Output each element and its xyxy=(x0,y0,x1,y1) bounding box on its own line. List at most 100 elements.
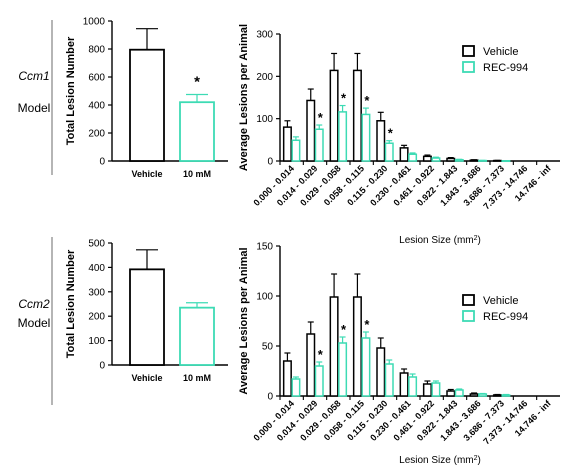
y-tick-label: 100 xyxy=(88,336,105,347)
bar-vehicle xyxy=(329,296,339,397)
error-bar xyxy=(339,336,346,343)
y-tick-label: 200 xyxy=(88,312,105,323)
error-bar xyxy=(354,52,361,71)
bar-rec-994 xyxy=(408,376,418,397)
legend-swatch-rec-994 xyxy=(462,310,475,322)
legend: Vehicle REC-994 xyxy=(462,294,528,323)
bar-vehicle xyxy=(422,383,432,397)
superscript: 2 xyxy=(474,235,478,242)
y-axis-label: Average Lesions per Animal xyxy=(238,247,250,394)
error-bar xyxy=(331,273,338,297)
error-bar xyxy=(447,157,454,159)
error-bar xyxy=(354,273,361,297)
total-lesion-chart: 0 200 400 600 800 1000 Total Lesion Number Vehi… xyxy=(65,17,228,179)
y-tick-label: 400 xyxy=(88,263,105,274)
error-bar xyxy=(377,337,384,348)
y-tick-label: 0 xyxy=(267,157,273,168)
legend-label: Vehicle xyxy=(483,295,518,307)
bar-rec-994 xyxy=(384,142,394,162)
y-tick-label: 200 xyxy=(88,129,105,140)
x-tick-label: 10 mM xyxy=(183,373,211,383)
y-tick-label: 300 xyxy=(88,287,105,298)
y-tick-label: 0 xyxy=(99,361,105,372)
error-bar xyxy=(186,302,208,308)
error-bar xyxy=(316,361,323,366)
bar-rec-994 xyxy=(454,158,464,162)
error-bar xyxy=(386,140,393,144)
bar-vehicle xyxy=(469,393,479,397)
bar-rec-994 xyxy=(408,153,418,162)
bar-vehicle xyxy=(399,372,409,397)
y-tick-label: 800 xyxy=(88,45,105,56)
error-bar xyxy=(386,359,393,364)
significance-marker: * xyxy=(364,93,370,108)
legend-label: REC-994 xyxy=(483,62,528,74)
y-tick-label: 100 xyxy=(256,292,273,303)
bar-rec-994 xyxy=(454,389,464,397)
bar-vehicle xyxy=(376,347,386,397)
bar-10-mm xyxy=(179,101,215,162)
error-bar xyxy=(471,392,478,394)
error-bar xyxy=(456,388,463,390)
error-bar xyxy=(409,373,416,377)
bar-vehicle xyxy=(306,99,316,162)
y-tick-label: 300 xyxy=(256,30,273,41)
error-bar xyxy=(447,388,454,391)
bar-vehicle xyxy=(282,360,292,397)
bar-10-mm xyxy=(179,306,215,366)
model-name: Ccm1 xyxy=(18,69,49,83)
error-bar xyxy=(292,376,299,379)
error-bar xyxy=(502,393,509,396)
bar-vehicle xyxy=(352,296,362,397)
legend-swatch-vehicle xyxy=(462,45,475,57)
y-tick-label: 200 xyxy=(256,72,273,83)
significance-marker: * xyxy=(318,347,324,362)
error-bar xyxy=(494,393,501,396)
legend: Vehicle REC-994 xyxy=(462,45,528,74)
error-bar xyxy=(292,136,299,141)
legend-swatch-rec-994 xyxy=(462,61,475,73)
bar-vehicle xyxy=(376,120,386,162)
bar-rec-994 xyxy=(291,378,301,397)
error-bar xyxy=(424,380,431,384)
y-axis-label: Total Lesion Number xyxy=(65,36,77,145)
bar-rec-994 xyxy=(338,342,348,397)
error-bar xyxy=(331,52,338,71)
error-bar xyxy=(432,380,439,383)
bar-vehicle xyxy=(129,268,165,366)
error-bar xyxy=(362,331,369,338)
model-name: Ccm2 xyxy=(18,297,50,311)
error-bar xyxy=(186,93,208,103)
error-bar xyxy=(136,28,158,50)
bar-vehicle xyxy=(306,333,316,397)
bar-rec-994 xyxy=(338,111,348,162)
bar-vehicle xyxy=(492,394,502,397)
bar-rec-994 xyxy=(361,113,371,162)
significance-marker: * xyxy=(341,91,347,106)
bar-rec-994 xyxy=(431,382,441,397)
bar-rec-994 xyxy=(384,363,394,397)
significance-marker: * xyxy=(318,110,324,125)
error-bar xyxy=(424,154,431,157)
error-bar xyxy=(377,111,384,121)
bar-rec-994 xyxy=(361,337,371,397)
x-tick-label: Vehicle xyxy=(131,169,162,179)
bar-rec-994 xyxy=(314,128,324,162)
y-tick-label: 100 xyxy=(256,114,273,125)
error-bar xyxy=(401,144,408,148)
bar-vehicle xyxy=(446,157,456,162)
model-label: Model xyxy=(18,101,51,115)
y-tick-label: 500 xyxy=(88,239,105,250)
y-tick-label: 150 xyxy=(256,242,273,253)
x-tick-label: Vehicle xyxy=(131,373,162,383)
bar-vehicle xyxy=(329,69,339,162)
error-bar xyxy=(339,104,346,112)
legend-label: REC-994 xyxy=(483,311,528,323)
y-tick-label: 600 xyxy=(88,73,105,84)
bar-vehicle xyxy=(422,155,432,162)
significance-marker: * xyxy=(364,317,370,332)
bar-rec-994 xyxy=(314,365,324,397)
